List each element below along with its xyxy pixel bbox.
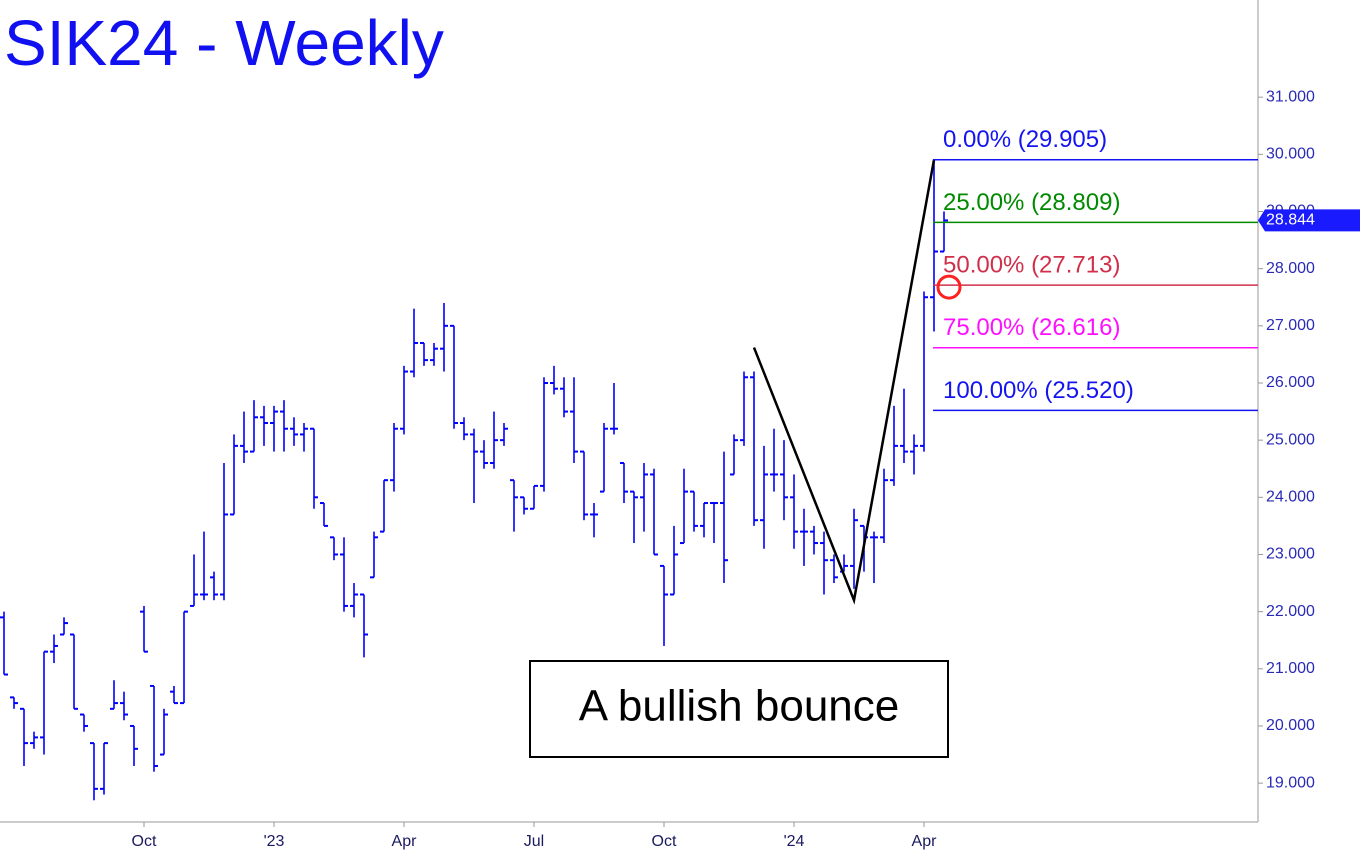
y-tick-label: 26.000 bbox=[1266, 374, 1315, 391]
x-tick-label: Oct bbox=[652, 833, 677, 850]
x-tick-label: '24 bbox=[784, 833, 805, 850]
x-tick-label: Apr bbox=[392, 833, 418, 850]
fib-label: 50.00% (27.713) bbox=[943, 251, 1120, 278]
pattern-line bbox=[752, 159, 936, 605]
chart-title: SIK24 - Weekly bbox=[4, 7, 444, 79]
y-tick-label: 30.000 bbox=[1266, 146, 1315, 163]
last-price-badge bbox=[1258, 209, 1360, 232]
annotation: A bullish bounce bbox=[579, 682, 899, 731]
y-tick-label: 19.000 bbox=[1266, 774, 1315, 791]
fib-label: 25.00% (28.809) bbox=[943, 189, 1120, 216]
x-tick-label: Jul bbox=[524, 833, 544, 850]
x-tick-label: '23 bbox=[264, 833, 285, 850]
y-tick-label: 28.000 bbox=[1266, 260, 1315, 277]
x-tick-label: Apr bbox=[912, 833, 938, 850]
fib-label: 75.00% (26.616) bbox=[943, 314, 1120, 341]
y-tick-label: 21.000 bbox=[1266, 660, 1315, 677]
x-tick-label: Oct bbox=[132, 833, 157, 850]
fib-label: 100.00% (25.520) bbox=[943, 377, 1134, 404]
y-tick-label: 25.000 bbox=[1266, 431, 1315, 448]
y-tick-label: 24.000 bbox=[1266, 489, 1315, 506]
fib-label: 0.00% (29.905) bbox=[943, 126, 1107, 153]
last-price-label: 28.844 bbox=[1266, 212, 1315, 229]
y-tick-label: 23.000 bbox=[1266, 546, 1315, 563]
highlight-circle bbox=[936, 274, 962, 300]
y-tick-label: 22.000 bbox=[1266, 603, 1315, 620]
y-tick-label: 31.000 bbox=[1266, 88, 1315, 105]
annotation-box bbox=[529, 660, 949, 758]
y-tick-label: 20.000 bbox=[1266, 717, 1315, 734]
y-tick-label: 27.000 bbox=[1266, 317, 1315, 334]
